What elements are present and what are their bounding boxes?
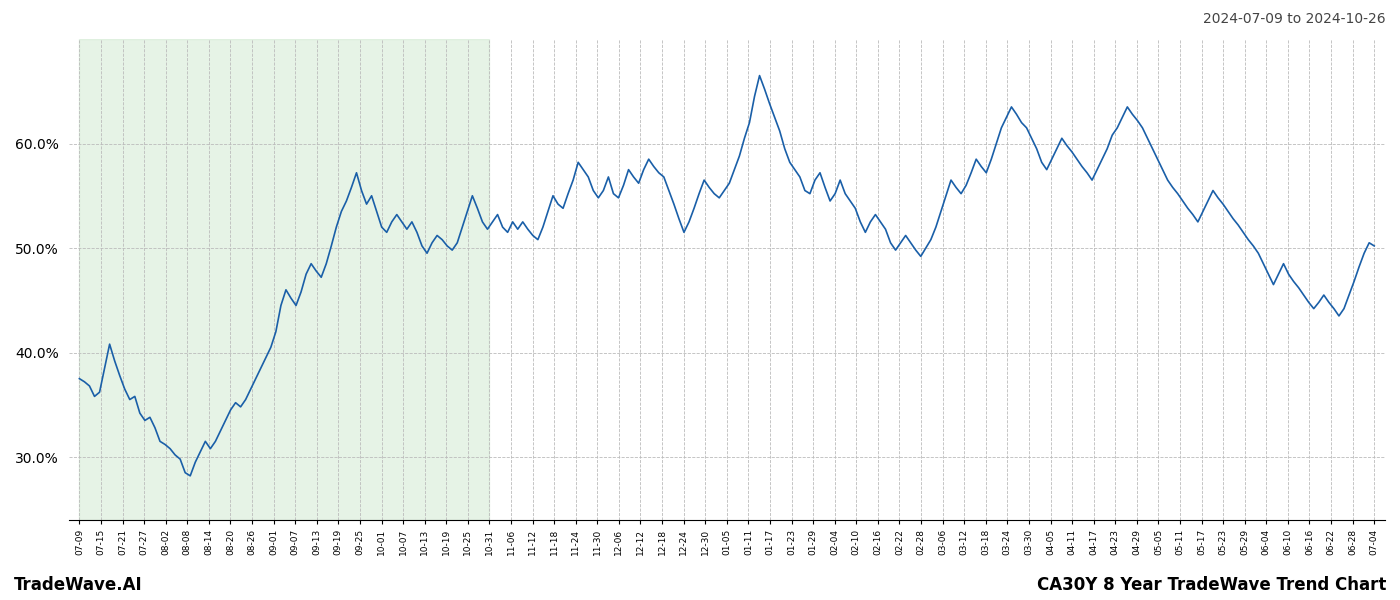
Text: TradeWave.AI: TradeWave.AI xyxy=(14,576,143,594)
Text: 2024-07-09 to 2024-10-26: 2024-07-09 to 2024-10-26 xyxy=(1204,12,1386,26)
Bar xyxy=(80,39,490,520)
Text: CA30Y 8 Year TradeWave Trend Chart: CA30Y 8 Year TradeWave Trend Chart xyxy=(1036,576,1386,594)
